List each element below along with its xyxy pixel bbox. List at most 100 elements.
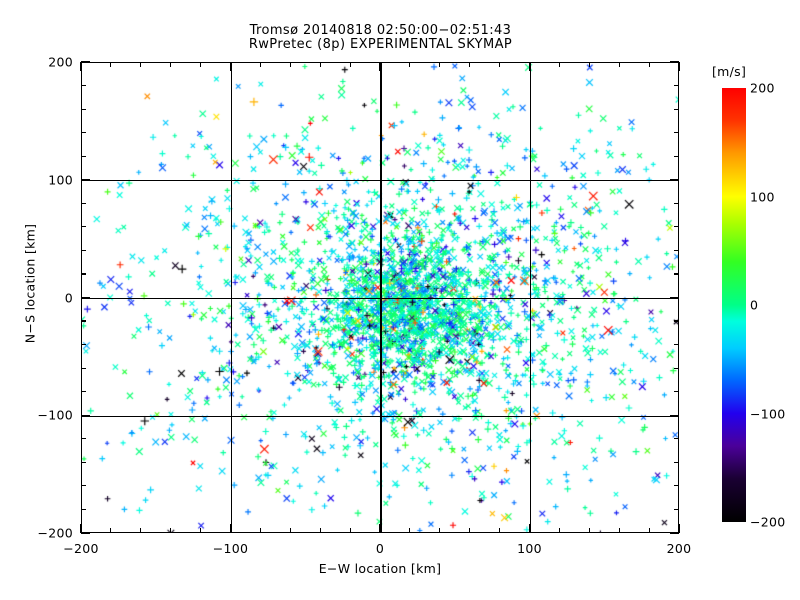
x-minor-tick-top — [618, 62, 620, 67]
x-minor-tick-top — [259, 62, 261, 67]
x-tick-label: −200 — [63, 541, 99, 556]
x-tick-label: 200 — [666, 541, 692, 556]
y-minor-tick — [81, 508, 86, 511]
x-minor-tick — [558, 528, 560, 533]
y-minor-tick — [81, 108, 86, 110]
y-minor-tick — [81, 438, 86, 440]
y-minor-tick — [81, 367, 86, 369]
y-minor-tick-right — [674, 485, 679, 487]
y-major-tick — [81, 61, 90, 63]
colorbar-tick-label: 100 — [750, 189, 775, 204]
x-minor-tick-top — [588, 62, 590, 67]
y-minor-tick — [81, 202, 86, 204]
y-minor-tick-right — [674, 155, 679, 157]
y-tick-label: −100 — [37, 407, 73, 423]
y-tick-label: 0 — [64, 290, 73, 305]
x-major-tick-top — [229, 62, 232, 71]
y-minor-tick — [81, 155, 86, 157]
y-minor-tick-right — [674, 320, 679, 322]
y-tick-label: −200 — [37, 525, 73, 541]
y-minor-tick — [81, 391, 86, 393]
colorbar[interactable] — [722, 88, 746, 522]
y-minor-tick — [81, 461, 86, 463]
colorbar-gradient — [722, 88, 746, 522]
y-minor-tick-right — [674, 461, 679, 463]
y-tick-label: 200 — [48, 54, 73, 70]
x-minor-tick-top — [469, 62, 471, 67]
x-minor-tick — [170, 528, 172, 533]
x-minor-tick — [319, 528, 321, 533]
gridline-vertical — [380, 63, 382, 532]
x-axis-label: E−W location [km] — [318, 561, 442, 576]
y-minor-tick-right — [674, 367, 679, 369]
y-minor-tick — [81, 485, 86, 487]
plot-area[interactable] — [81, 62, 679, 533]
gridline-horizontal — [82, 415, 678, 417]
y-minor-tick-right — [674, 391, 679, 393]
x-minor-tick-top — [319, 62, 321, 67]
y-minor-tick-right — [674, 438, 679, 440]
x-minor-tick — [618, 528, 620, 533]
y-minor-tick-right — [674, 108, 679, 110]
y-major-tick-right — [670, 532, 679, 534]
x-minor-tick-top — [200, 62, 202, 67]
x-minor-tick — [200, 528, 202, 533]
x-major-tick-top — [379, 62, 381, 71]
x-minor-tick — [469, 528, 471, 533]
x-minor-tick — [140, 528, 142, 533]
x-tick-label: 100 — [517, 541, 542, 556]
x-minor-tick — [349, 528, 351, 533]
y-minor-tick — [81, 320, 86, 322]
x-major-tick — [80, 524, 82, 533]
x-major-tick-top — [80, 62, 82, 71]
y-major-tick — [81, 414, 90, 416]
y-minor-tick — [81, 132, 86, 134]
x-minor-tick-top — [170, 62, 172, 67]
colorbar-tick-label: 200 — [750, 80, 775, 96]
y-axis-label: N−S location [km] — [22, 223, 38, 344]
y-minor-tick — [81, 84, 86, 87]
x-minor-tick — [648, 528, 650, 533]
x-minor-tick-top — [648, 62, 650, 67]
x-minor-tick-top — [140, 62, 142, 67]
gridline-horizontal — [82, 297, 678, 300]
y-major-tick-right — [670, 414, 679, 416]
x-major-tick-top — [678, 62, 680, 71]
x-minor-tick-top — [289, 62, 291, 67]
x-minor-tick-top — [349, 62, 351, 67]
title-line-1: Tromsø 20140818 02:50:00−02:51:43 — [249, 23, 512, 38]
gridline-horizontal — [82, 180, 678, 182]
y-minor-tick-right — [674, 226, 679, 228]
y-major-tick-right — [670, 61, 679, 63]
x-minor-tick — [409, 528, 411, 533]
x-tick-label: −100 — [212, 541, 249, 556]
y-major-tick — [81, 532, 90, 534]
y-minor-tick — [81, 249, 86, 251]
y-minor-tick-right — [674, 249, 679, 251]
gridline-vertical — [529, 63, 532, 532]
colorbar-tick-label: −200 — [750, 514, 786, 530]
colorbar-tick-label: 0 — [750, 297, 759, 313]
y-minor-tick-right — [674, 202, 679, 204]
x-minor-tick — [289, 528, 291, 533]
x-major-tick — [229, 524, 232, 533]
title-line-2: RwPretec (8p) EXPERIMENTAL SKYMAP — [248, 37, 513, 52]
x-major-tick — [528, 524, 531, 533]
y-minor-tick-right — [674, 273, 679, 275]
x-minor-tick-top — [499, 62, 501, 67]
x-minor-tick-top — [409, 62, 411, 67]
y-minor-tick-right — [674, 344, 679, 346]
x-major-tick — [379, 524, 381, 533]
y-major-tick — [81, 179, 90, 181]
x-minor-tick-top — [110, 62, 112, 67]
x-major-tick — [678, 524, 680, 533]
y-minor-tick-right — [674, 508, 679, 511]
colorbar-tick-label: −100 — [750, 406, 786, 421]
scatter-points-layer — [82, 63, 678, 532]
x-minor-tick-top — [558, 62, 560, 67]
y-major-tick-right — [670, 296, 679, 299]
x-minor-tick — [259, 528, 261, 533]
x-minor-tick — [499, 528, 501, 533]
x-tick-label: 0 — [375, 541, 385, 556]
